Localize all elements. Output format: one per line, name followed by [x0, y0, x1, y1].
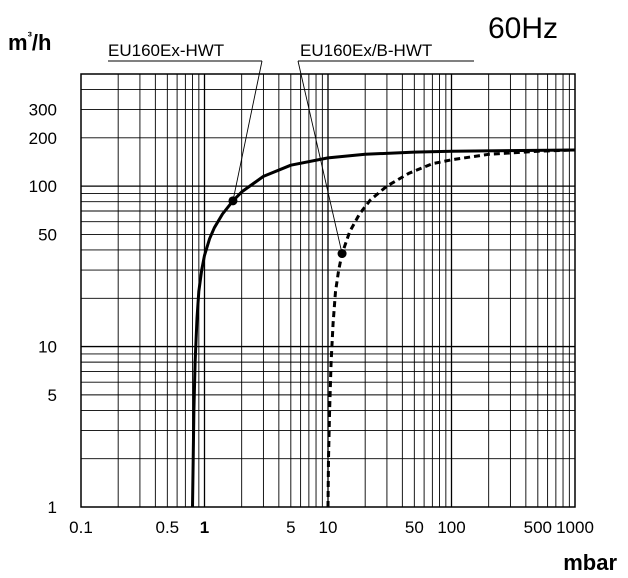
x-tick-labels: 0.1 0.5 1 5 10 50 100 500 1000	[69, 518, 594, 537]
chart-title: 60Hz	[488, 12, 558, 45]
series-line	[191, 148, 576, 508]
x-tick-label: 1	[200, 518, 209, 537]
x-tick-label: 100	[437, 518, 465, 537]
series-group	[191, 148, 576, 508]
grid	[81, 74, 575, 507]
y-tick-labels: 1 5 10 50 100 200 300	[29, 101, 57, 517]
leader-lines	[232, 60, 343, 254]
y-tick-label: 100	[29, 177, 57, 196]
y-tick-label: 50	[38, 225, 57, 244]
y-tick-label: 1	[48, 498, 57, 517]
x-tick-label: 500	[524, 518, 552, 537]
y-axis-label: m³/h	[8, 29, 51, 55]
x-tick-label: 50	[405, 518, 424, 537]
series-name-eu160ex-hwt: EU160Ex-HWT	[108, 41, 224, 60]
leader-line	[232, 60, 263, 201]
series-marker	[337, 249, 347, 259]
y-tick-label: 5	[48, 386, 57, 405]
x-tick-label: 0.1	[69, 518, 93, 537]
y-tick-label: 300	[29, 101, 57, 120]
y-tick-label: 200	[29, 129, 57, 148]
series-line	[326, 148, 576, 508]
x-tick-label: 5	[286, 518, 295, 537]
leader-line	[297, 60, 343, 254]
x-tick-label: 0.5	[156, 518, 180, 537]
y-tick-label: 10	[38, 338, 57, 357]
x-tick-label: 10	[319, 518, 338, 537]
x-axis-label: mbar	[563, 550, 617, 575]
series-name-eu160ex-b-hwt: EU160Ex/B-HWT	[300, 41, 432, 60]
x-tick-label: 1000	[556, 518, 594, 537]
